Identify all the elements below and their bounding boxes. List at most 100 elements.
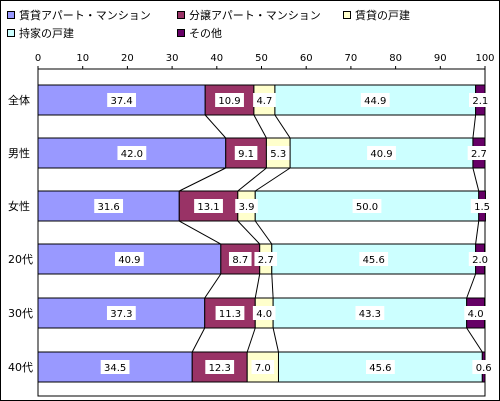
data-label-background xyxy=(100,360,130,374)
category-label: 男性 xyxy=(8,146,30,160)
data-label-background xyxy=(464,306,487,320)
data-label: 13.1 xyxy=(197,202,219,213)
data-label-background xyxy=(205,360,235,374)
data-label-background xyxy=(252,306,276,320)
data-label-background xyxy=(251,360,275,374)
data-label-background xyxy=(253,93,276,107)
legend-label: その他 xyxy=(189,27,222,40)
series-connector-line xyxy=(254,220,273,245)
chart-legend: 賃貸アパート・マンション 分譲アパート・マンション 賃貸の戸建 持家の戸建 その他 xyxy=(1,1,499,45)
legend-item: 賃貸アパート・マンション xyxy=(7,7,151,23)
data-label: 11.3 xyxy=(219,309,241,320)
x-tick-label: 50 xyxy=(255,53,268,64)
data-label: 8.7 xyxy=(232,255,248,266)
data-label-background xyxy=(355,306,385,320)
data-label-background xyxy=(266,146,290,160)
data-label-background xyxy=(366,360,395,374)
data-label: 50.0 xyxy=(356,202,378,213)
category-label: 女性 xyxy=(8,199,30,213)
data-label-background xyxy=(234,146,258,160)
data-label: 37.4 xyxy=(110,96,132,107)
legend-swatch xyxy=(177,29,185,37)
data-label: 40.9 xyxy=(370,149,392,160)
legend-swatch xyxy=(7,29,15,37)
data-label: 44.9 xyxy=(364,96,386,107)
legend-swatch xyxy=(177,11,185,19)
series-connector-line xyxy=(204,114,227,139)
series-connector-line xyxy=(246,327,256,353)
series-connector-line xyxy=(179,167,226,192)
x-tick-label: 70 xyxy=(345,53,358,64)
category-label: 全体 xyxy=(8,93,30,107)
series-connector-line xyxy=(466,273,477,299)
series-connector-line xyxy=(179,220,222,245)
bar-segment xyxy=(37,137,227,169)
x-tick-label: 90 xyxy=(434,53,447,64)
data-label: 2.7 xyxy=(471,149,487,160)
series-connector-line xyxy=(253,114,267,139)
x-tick-label: 80 xyxy=(389,53,402,64)
data-label: 7.0 xyxy=(255,363,271,374)
data-label-background xyxy=(469,93,492,107)
legend-item: 分譲アパート・マンション xyxy=(177,7,321,23)
x-tick-label: 0 xyxy=(35,53,41,64)
series-connector-line xyxy=(475,220,480,245)
data-label: 45.6 xyxy=(363,255,385,266)
category-label: 40代 xyxy=(8,361,33,374)
data-label-background xyxy=(194,199,223,213)
legend-swatch xyxy=(343,11,351,19)
series-connector-line xyxy=(472,114,477,139)
data-label: 3.9 xyxy=(239,202,255,213)
data-label-background xyxy=(472,360,495,374)
data-label: 43.3 xyxy=(359,309,381,320)
data-label-background xyxy=(228,252,252,266)
data-label-background xyxy=(254,252,278,266)
data-label: 10.9 xyxy=(218,96,240,107)
data-label: 12.3 xyxy=(209,363,231,374)
data-label-background xyxy=(215,306,245,320)
legend-item: 持家の戸建 xyxy=(7,25,74,41)
data-label-background xyxy=(115,252,144,266)
data-label-background xyxy=(470,199,494,213)
data-label: 4.0 xyxy=(256,309,272,320)
data-label: 45.6 xyxy=(369,363,391,374)
data-label: 1.5 xyxy=(474,202,490,213)
data-label: 2.7 xyxy=(258,255,274,266)
legend-swatch xyxy=(7,11,15,19)
series-connector-line xyxy=(472,167,480,192)
data-label: 5.3 xyxy=(270,149,286,160)
bar-segment xyxy=(277,351,483,383)
category-label: 20代 xyxy=(8,253,33,266)
x-tick-label: 60 xyxy=(300,53,313,64)
data-label-background xyxy=(94,199,124,213)
data-label: 37.3 xyxy=(110,309,132,320)
series-connector-line xyxy=(191,327,206,353)
x-tick-label: 100 xyxy=(475,53,494,64)
data-label-background xyxy=(106,306,136,320)
series-connector-line xyxy=(271,273,274,299)
data-label: 40.9 xyxy=(118,255,140,266)
data-label-background xyxy=(107,93,136,107)
data-label-background xyxy=(367,146,396,160)
x-tick-label: 10 xyxy=(76,53,89,64)
series-connector-line xyxy=(237,220,261,245)
data-label-background xyxy=(117,146,147,160)
x-tick-label: 40 xyxy=(210,53,223,64)
data-label-background xyxy=(215,93,244,107)
data-label: 9.1 xyxy=(238,149,254,160)
legend-label: 分譲アパート・マンション xyxy=(189,9,321,22)
series-connector-line xyxy=(272,327,279,353)
legend-label: 賃貸アパート・マンション xyxy=(19,9,151,22)
data-label-background xyxy=(359,252,389,266)
data-label: 2.0 xyxy=(472,255,488,266)
series-connector-line xyxy=(254,273,261,299)
data-label: 31.6 xyxy=(97,202,119,213)
legend-item: その他 xyxy=(177,25,222,41)
data-label-background xyxy=(468,252,492,266)
data-label-background xyxy=(467,146,491,160)
data-label: 2.1 xyxy=(472,96,488,107)
data-label: 42.0 xyxy=(121,149,143,160)
series-connector-line xyxy=(466,327,483,353)
series-connector-line xyxy=(274,114,291,139)
